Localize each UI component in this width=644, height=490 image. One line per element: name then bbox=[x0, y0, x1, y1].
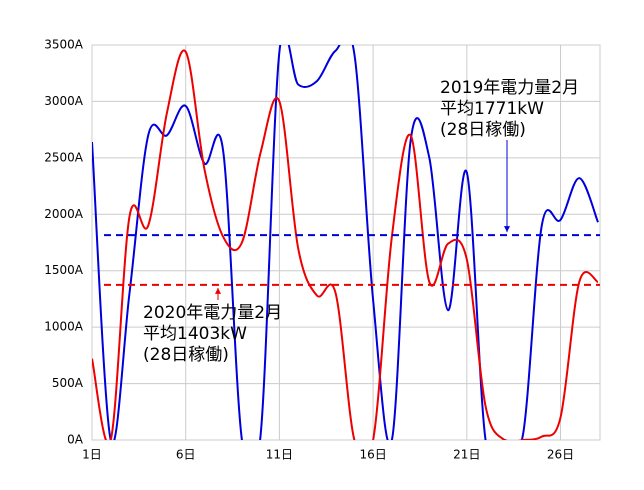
annotation-text: 2020年電力量2月 bbox=[143, 303, 282, 323]
y-tick-label: 3000A bbox=[44, 94, 84, 108]
annotation-text: 2019年電力量2月 bbox=[440, 78, 579, 98]
y-tick-label: 0A bbox=[67, 433, 84, 447]
arrow-head bbox=[504, 226, 510, 233]
y-tick-label: 1000A bbox=[44, 320, 84, 334]
y-tick-label: 500A bbox=[52, 376, 84, 390]
annotation-text: (28日稼働) bbox=[143, 345, 229, 365]
x-tick-label: 6日 bbox=[176, 448, 196, 462]
y-tick-label: 2500A bbox=[44, 150, 84, 164]
annotation-text: 平均1403kW bbox=[143, 324, 247, 344]
annotation-text: 平均1771kW bbox=[440, 99, 544, 119]
series-line bbox=[92, 45, 599, 440]
x-tick-label: 1日 bbox=[82, 448, 102, 462]
x-tick-label: 26日 bbox=[547, 448, 574, 462]
x-tick-label: 11日 bbox=[266, 448, 293, 462]
x-tick-label: 16日 bbox=[359, 448, 386, 462]
plot-lines bbox=[92, 45, 599, 440]
x-tick-label: 21日 bbox=[453, 448, 480, 462]
y-tick-label: 3500A bbox=[44, 38, 84, 52]
annotation-text: (28日稼働) bbox=[440, 120, 526, 140]
y-tick-label: 1500A bbox=[44, 263, 84, 277]
y-tick-label: 2000A bbox=[44, 207, 84, 221]
arrow-head bbox=[215, 287, 221, 294]
series-line bbox=[92, 49, 599, 440]
